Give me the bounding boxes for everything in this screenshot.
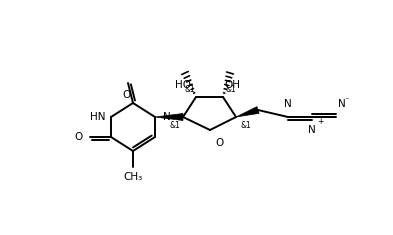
Text: &1: &1 [170,121,180,129]
Text: CH₃: CH₃ [123,172,143,182]
Text: HO: HO [175,80,191,90]
Text: O: O [75,132,83,142]
Polygon shape [236,107,259,117]
Text: O: O [215,138,223,148]
Text: OH: OH [224,80,240,90]
Text: N: N [338,99,346,109]
Text: &1: &1 [241,121,252,129]
Text: +: + [317,117,323,125]
Text: N: N [308,125,316,135]
Text: &1: &1 [226,85,236,94]
Text: HN: HN [90,112,105,122]
Text: O: O [122,90,130,100]
Text: ⁻: ⁻ [344,96,349,105]
Text: &1: &1 [185,85,195,94]
Text: N: N [163,112,171,122]
Polygon shape [155,114,183,121]
Text: N: N [284,99,292,109]
